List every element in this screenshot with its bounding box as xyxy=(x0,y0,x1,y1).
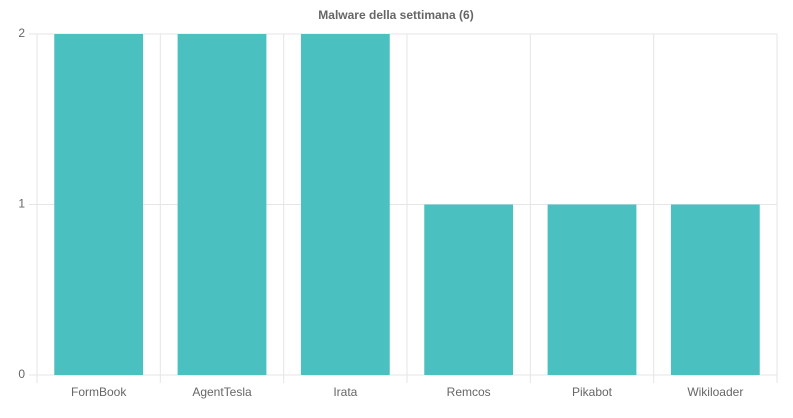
bar xyxy=(547,204,637,375)
x-tick-label: Wikiloader xyxy=(687,385,743,399)
bar xyxy=(177,34,267,375)
y-tick-label: 1 xyxy=(18,197,25,211)
x-tick-label: Pikabot xyxy=(572,385,613,399)
y-tick-label: 2 xyxy=(18,26,25,40)
bar xyxy=(670,204,760,375)
chart-title: Malware della settimana (6) xyxy=(318,8,473,22)
bar xyxy=(54,34,144,375)
x-tick-label: AgentTesla xyxy=(192,385,252,399)
y-tick-label: 0 xyxy=(18,367,25,381)
x-tick-label: Irata xyxy=(333,385,357,399)
x-tick-label: FormBook xyxy=(71,385,127,399)
x-tick-label: Remcos xyxy=(447,385,491,399)
bar xyxy=(300,34,390,375)
bar xyxy=(424,204,514,375)
